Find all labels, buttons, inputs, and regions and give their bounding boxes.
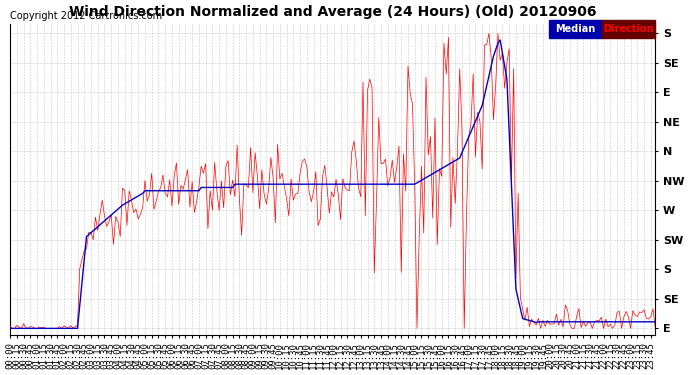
Title: Wind Direction Normalized and Average (24 Hours) (Old) 20120906: Wind Direction Normalized and Average (2…	[69, 5, 596, 20]
Text: Copyright 2012 Cartronics.com: Copyright 2012 Cartronics.com	[10, 11, 162, 21]
